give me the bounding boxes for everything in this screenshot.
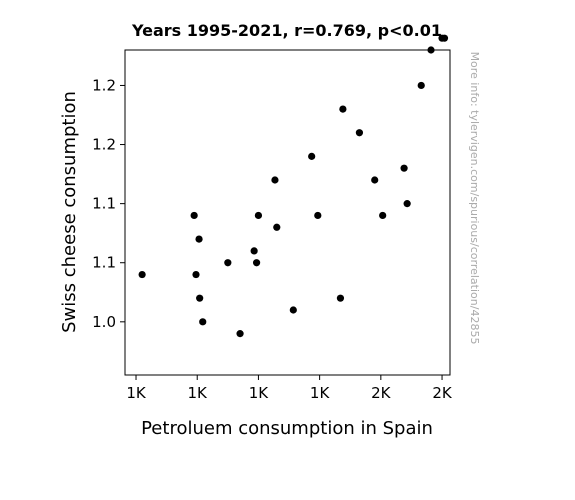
data-point [403, 200, 411, 208]
source-watermark: More info: tylervigen.com/spurious/corre… [468, 52, 481, 345]
x-axis-label: Petroluem consumption in Spain [141, 418, 433, 439]
data-point [271, 176, 279, 184]
data-point [339, 105, 347, 113]
data-point [289, 306, 297, 314]
data-point [196, 294, 204, 302]
x-axis-ticks: 1K 1K 1K 1K 2K 2K [126, 375, 453, 402]
y-tick-label: 1.1 [92, 254, 116, 272]
y-axis-label: Swiss cheese consumption [59, 91, 80, 333]
plot-area-frame [124, 49, 451, 376]
x-tick-label: 1K [310, 384, 331, 402]
data-point [379, 211, 387, 220]
data-point [236, 330, 244, 338]
data-point [254, 211, 263, 220]
y-tick-label: 1.2 [92, 136, 116, 154]
data-points [138, 34, 449, 338]
data-point [336, 294, 345, 302]
x-tick-label: 1K [249, 384, 270, 402]
y-tick-label: 1.0 [92, 313, 116, 331]
data-point [224, 259, 232, 267]
x-tick-label: 2K [432, 384, 453, 402]
x-tick-label: 1K [188, 384, 209, 402]
data-point [138, 270, 146, 279]
data-point [308, 152, 316, 160]
y-tick-label: 1.2 [92, 76, 116, 94]
data-point [314, 211, 322, 220]
data-point [417, 81, 425, 90]
data-point [400, 164, 408, 172]
y-axis-ticks: 1.0 1.1 1.1 1.2 1.2 [92, 76, 125, 331]
data-point [250, 247, 258, 255]
data-point [355, 129, 364, 137]
data-point [195, 235, 203, 243]
x-tick-label: 2K [371, 384, 392, 402]
y-tick-label: 1.1 [92, 195, 116, 213]
data-point [199, 318, 207, 326]
data-point [440, 34, 449, 42]
data-point [192, 270, 200, 279]
chart-title: Years 1995-2021, r=0.769, p<0.01 [131, 21, 442, 40]
data-point [371, 176, 379, 184]
data-point [252, 259, 261, 267]
x-tick-label: 1K [126, 384, 147, 402]
data-point [190, 211, 198, 220]
data-point [273, 223, 281, 231]
